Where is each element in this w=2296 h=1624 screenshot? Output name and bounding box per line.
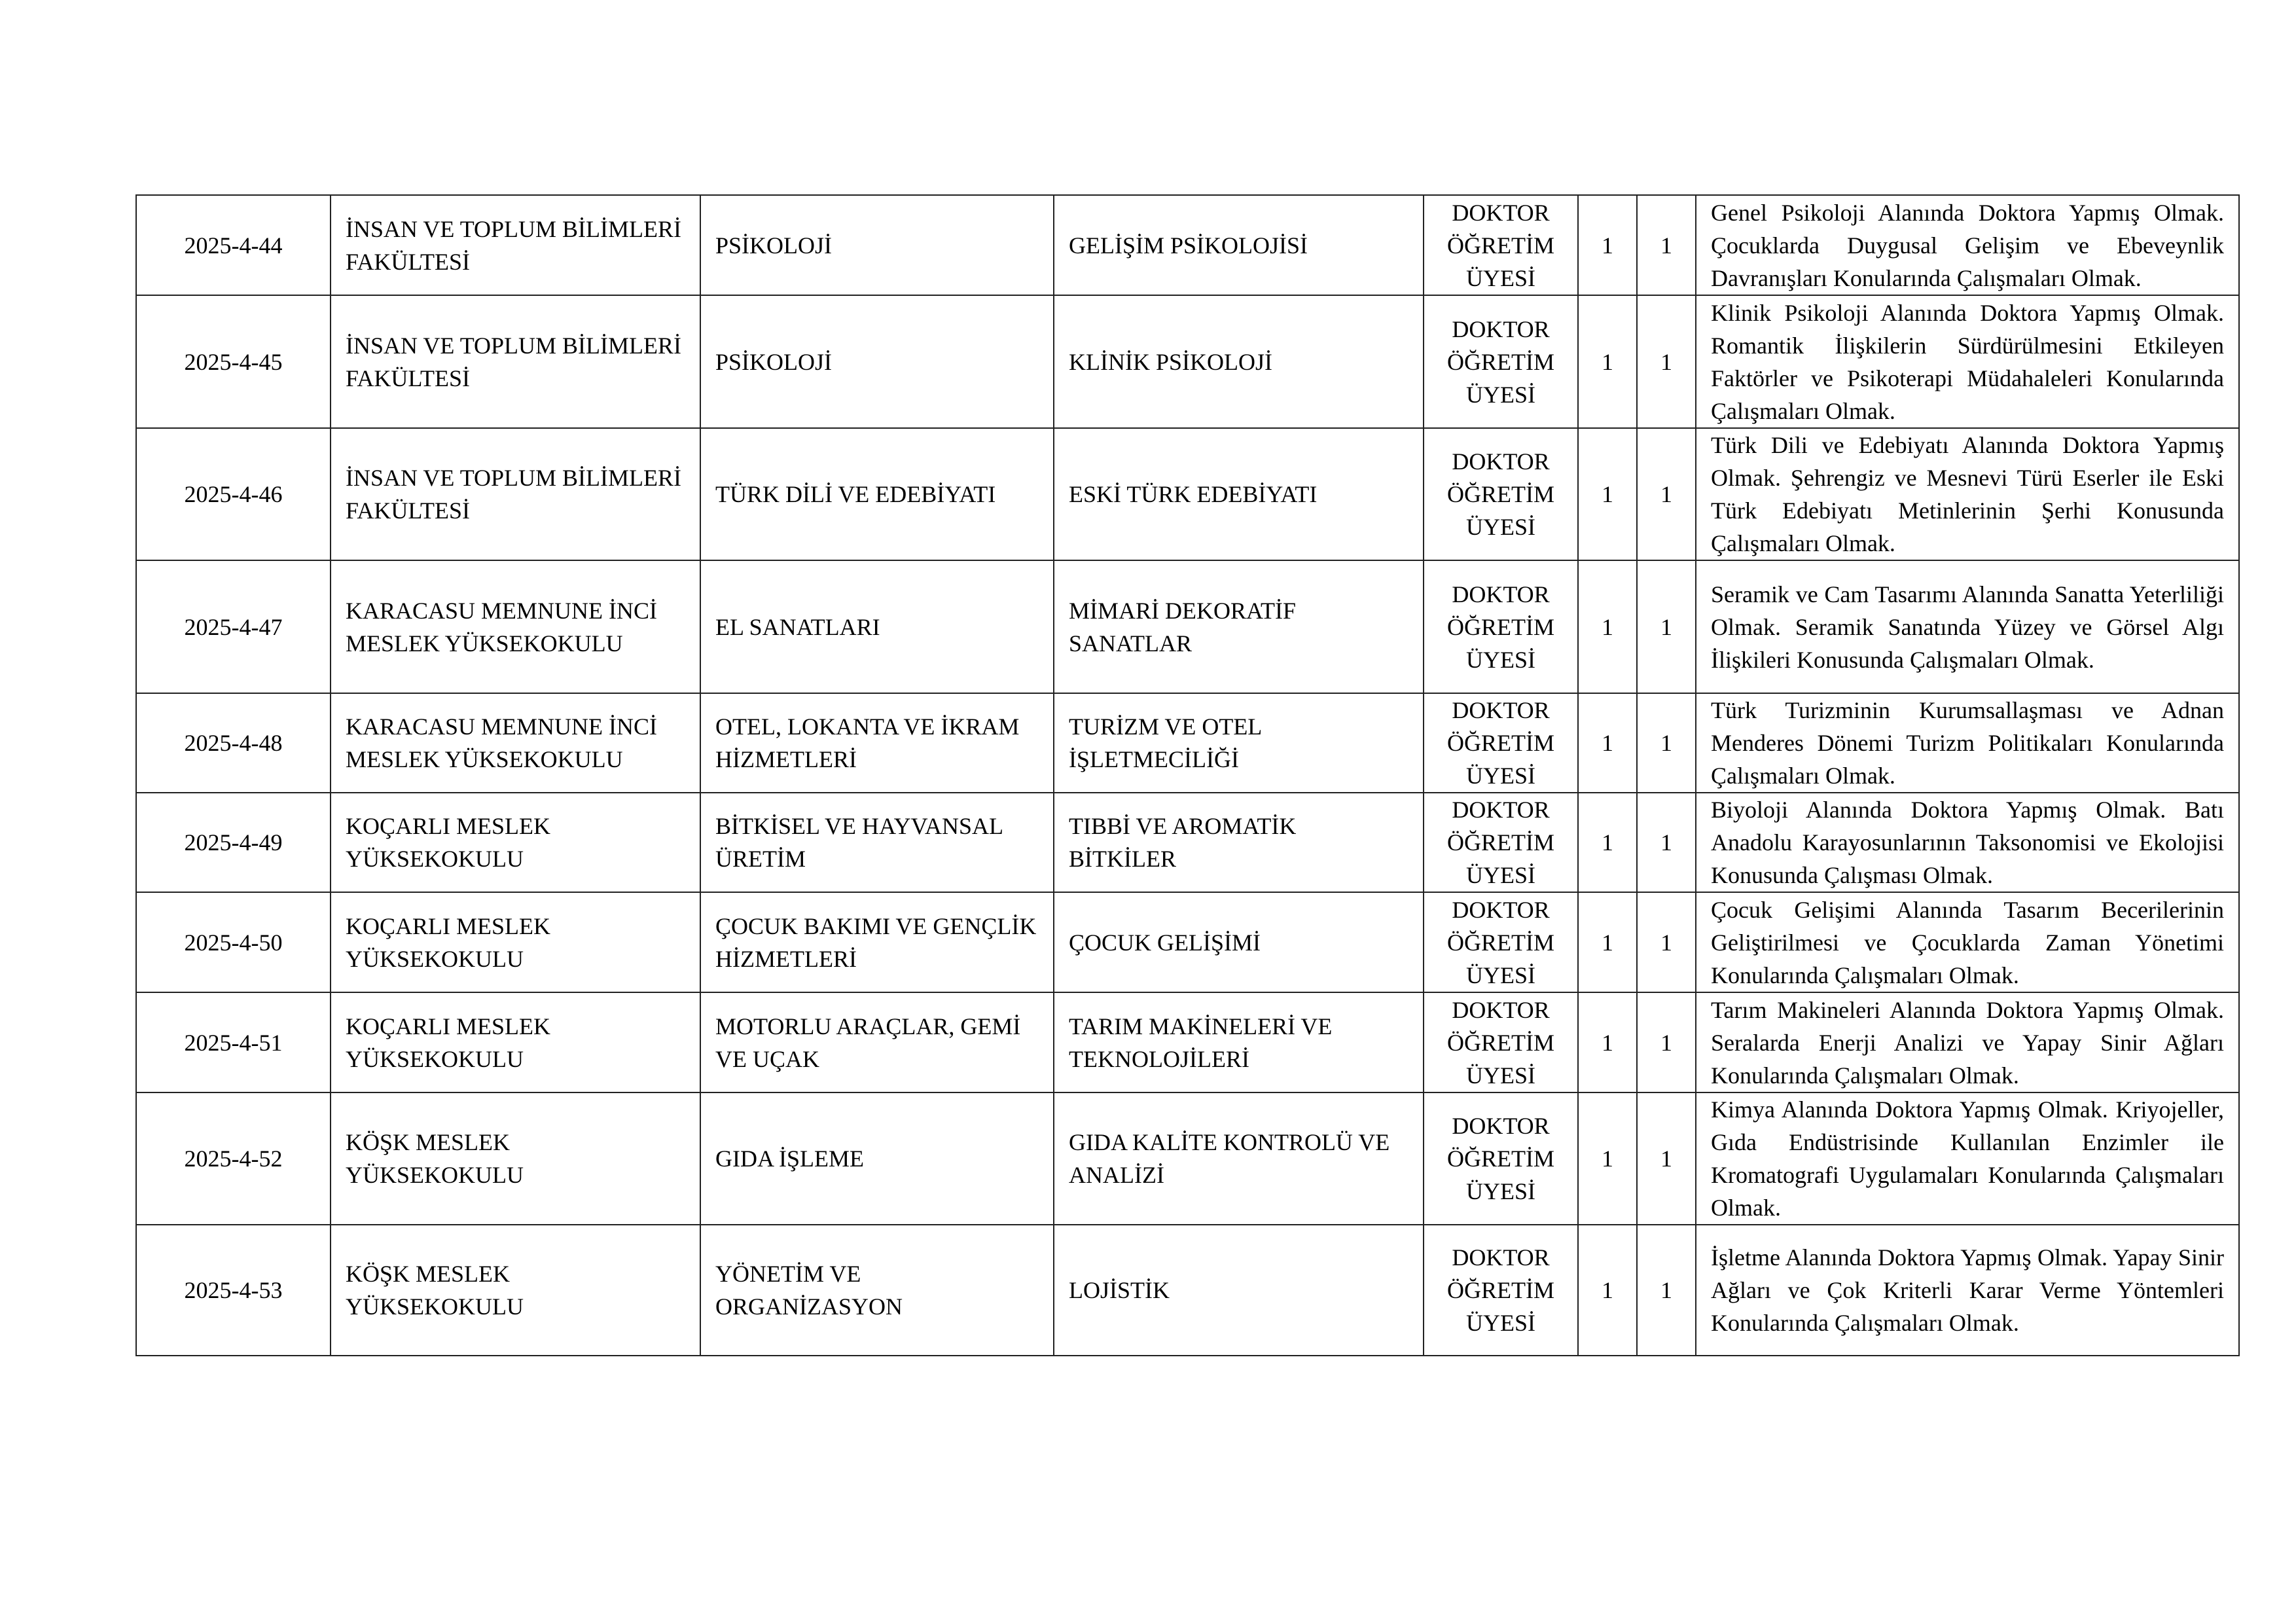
cell-department: BİTKİSEL VE HAYVANSAL ÜRETİM bbox=[700, 792, 1054, 893]
cell-unit: KÖŞK MESLEK YÜKSEKOKULU bbox=[330, 1224, 701, 1356]
cell-unit: İNSAN VE TOPLUM BİLİMLERİ FAKÜLTESİ bbox=[330, 427, 701, 561]
cell-count-a: 1 bbox=[1577, 693, 1638, 793]
cell-department: GIDA İŞLEME bbox=[700, 1092, 1054, 1225]
table-row: 2025-4-46 İNSAN VE TOPLUM BİLİMLERİ FAKÜL… bbox=[135, 427, 2240, 561]
cell-count-b: 1 bbox=[1636, 194, 1696, 296]
cell-unit: KOÇARLI MESLEK YÜKSEKOKULU bbox=[330, 892, 701, 993]
cell-code: 2025-4-52 bbox=[135, 1092, 331, 1225]
cell-title: DOKTOR ÖĞRETİM ÜYESİ bbox=[1423, 295, 1579, 429]
cell-title: DOKTOR ÖĞRETİM ÜYESİ bbox=[1423, 892, 1579, 993]
cell-count-a: 1 bbox=[1577, 992, 1638, 1093]
cell-count-a: 1 bbox=[1577, 194, 1638, 296]
table-row: 2025-4-47 KARACASU MEMNUNE İNCİ MESLEK YÜ… bbox=[135, 560, 2240, 694]
cell-field: ESKİ TÜRK EDEBİYATI bbox=[1053, 427, 1424, 561]
cell-title: DOKTOR ÖĞRETİM ÜYESİ bbox=[1423, 194, 1579, 296]
cell-count-a: 1 bbox=[1577, 1092, 1638, 1225]
cell-requirement: Seramik ve Cam Tasarımı Alanında Sanatta… bbox=[1695, 560, 2240, 694]
cell-department: PSİKOLOJİ bbox=[700, 194, 1054, 296]
cell-requirement: Tarım Makineleri Alanında Doktora Yapmış… bbox=[1695, 992, 2240, 1093]
cell-count-b: 1 bbox=[1636, 560, 1696, 694]
cell-field: KLİNİK PSİKOLOJİ bbox=[1053, 295, 1424, 429]
table-row: 2025-4-49 KOÇARLI MESLEK YÜKSEKOKULU BİTKİ… bbox=[135, 792, 2240, 893]
cell-count-b: 1 bbox=[1636, 427, 1696, 561]
cell-field: ÇOCUK GELİŞİMİ bbox=[1053, 892, 1424, 993]
table-row: 2025-4-53 KÖŞK MESLEK YÜKSEKOKULU YÖNETİM … bbox=[135, 1224, 2240, 1356]
cell-count-b: 1 bbox=[1636, 792, 1696, 893]
cell-requirement: Türk Dili ve Edebiyatı Alanında Doktora … bbox=[1695, 427, 2240, 561]
cell-count-a: 1 bbox=[1577, 560, 1638, 694]
cell-count-a: 1 bbox=[1577, 892, 1638, 993]
cell-field: MİMARİ DEKORATİF SANATLAR bbox=[1053, 560, 1424, 694]
cell-count-b: 1 bbox=[1636, 693, 1696, 793]
cell-count-a: 1 bbox=[1577, 1224, 1638, 1356]
cell-count-b: 1 bbox=[1636, 295, 1696, 429]
cell-requirement: Türk Turizminin Kurumsallaşması ve Adnan… bbox=[1695, 693, 2240, 793]
table-row: 2025-4-51 KOÇARLI MESLEK YÜKSEKOKULU MOTOR… bbox=[135, 992, 2240, 1093]
cell-department: TÜRK DİLİ VE EDEBİYATI bbox=[700, 427, 1054, 561]
cell-code: 2025-4-47 bbox=[135, 560, 331, 694]
cell-unit: İNSAN VE TOPLUM BİLİMLERİ FAKÜLTESİ bbox=[330, 194, 701, 296]
cell-field: GELİŞİM PSİKOLOJİSİ bbox=[1053, 194, 1424, 296]
cell-title: DOKTOR ÖĞRETİM ÜYESİ bbox=[1423, 1224, 1579, 1356]
table-row: 2025-4-52 KÖŞK MESLEK YÜKSEKOKULU GIDA İŞL… bbox=[135, 1092, 2240, 1225]
table-row: 2025-4-45 İNSAN VE TOPLUM BİLİMLERİ FAKÜL… bbox=[135, 295, 2240, 429]
cell-department: EL SANATLARI bbox=[700, 560, 1054, 694]
cell-department: PSİKOLOJİ bbox=[700, 295, 1054, 429]
cell-requirement: Biyoloji Alanında Doktora Yapmış Olmak. … bbox=[1695, 792, 2240, 893]
cell-code: 2025-4-51 bbox=[135, 992, 331, 1093]
cell-title: DOKTOR ÖĞRETİM ÜYESİ bbox=[1423, 427, 1579, 561]
cell-title: DOKTOR ÖĞRETİM ÜYESİ bbox=[1423, 792, 1579, 893]
cell-code: 2025-4-49 bbox=[135, 792, 331, 893]
positions-table: 2025-4-44 İNSAN VE TOPLUM BİLİMLERİ FAKÜL… bbox=[135, 194, 2240, 1356]
cell-code: 2025-4-45 bbox=[135, 295, 331, 429]
table-body: 2025-4-44 İNSAN VE TOPLUM BİLİMLERİ FAKÜL… bbox=[135, 194, 2240, 1356]
cell-code: 2025-4-46 bbox=[135, 427, 331, 561]
cell-field: LOJİSTİK bbox=[1053, 1224, 1424, 1356]
cell-unit: KÖŞK MESLEK YÜKSEKOKULU bbox=[330, 1092, 701, 1225]
cell-title: DOKTOR ÖĞRETİM ÜYESİ bbox=[1423, 560, 1579, 694]
cell-requirement: İşletme Alanında Doktora Yapmış Olmak. Y… bbox=[1695, 1224, 2240, 1356]
cell-count-a: 1 bbox=[1577, 295, 1638, 429]
cell-code: 2025-4-53 bbox=[135, 1224, 331, 1356]
cell-code: 2025-4-48 bbox=[135, 693, 331, 793]
cell-department: MOTORLU ARAÇLAR, GEMİ VE UÇAK bbox=[700, 992, 1054, 1093]
cell-title: DOKTOR ÖĞRETİM ÜYESİ bbox=[1423, 693, 1579, 793]
cell-count-a: 1 bbox=[1577, 427, 1638, 561]
cell-unit: KARACASU MEMNUNE İNCİ MESLEK YÜKSEKOKULU bbox=[330, 560, 701, 694]
cell-count-b: 1 bbox=[1636, 1224, 1696, 1356]
cell-title: DOKTOR ÖĞRETİM ÜYESİ bbox=[1423, 992, 1579, 1093]
cell-requirement: Klinik Psikoloji Alanında Doktora Yapmış… bbox=[1695, 295, 2240, 429]
cell-requirement: Kimya Alanında Doktora Yapmış Olmak. Kri… bbox=[1695, 1092, 2240, 1225]
cell-field: TURİZM VE OTEL İŞLETMECİLİĞİ bbox=[1053, 693, 1424, 793]
cell-requirement: Genel Psikoloji Alanında Doktora Yapmış … bbox=[1695, 194, 2240, 296]
cell-unit: KARACASU MEMNUNE İNCİ MESLEK YÜKSEKOKULU bbox=[330, 693, 701, 793]
cell-field: GIDA KALİTE KONTROLÜ VE ANALİZİ bbox=[1053, 1092, 1424, 1225]
table-row: 2025-4-50 KOÇARLI MESLEK YÜKSEKOKULU ÇOCUK… bbox=[135, 892, 2240, 993]
cell-department: ÇOCUK BAKIMI VE GENÇLİK HİZMETLERİ bbox=[700, 892, 1054, 993]
cell-field: TARIM MAKİNELERİ VE TEKNOLOJİLERİ bbox=[1053, 992, 1424, 1093]
cell-unit: KOÇARLI MESLEK YÜKSEKOKULU bbox=[330, 992, 701, 1093]
cell-field: TIBBİ VE AROMATİK BİTKİLER bbox=[1053, 792, 1424, 893]
cell-unit: İNSAN VE TOPLUM BİLİMLERİ FAKÜLTESİ bbox=[330, 295, 701, 429]
cell-department: YÖNETİM VE ORGANİZASYON bbox=[700, 1224, 1054, 1356]
cell-title: DOKTOR ÖĞRETİM ÜYESİ bbox=[1423, 1092, 1579, 1225]
cell-requirement: Çocuk Gelişimi Alanında Tasarım Becerile… bbox=[1695, 892, 2240, 993]
cell-count-a: 1 bbox=[1577, 792, 1638, 893]
cell-unit: KOÇARLI MESLEK YÜKSEKOKULU bbox=[330, 792, 701, 893]
cell-code: 2025-4-50 bbox=[135, 892, 331, 993]
cell-code: 2025-4-44 bbox=[135, 194, 331, 296]
table-row: 2025-4-44 İNSAN VE TOPLUM BİLİMLERİ FAKÜL… bbox=[135, 194, 2240, 296]
cell-count-b: 1 bbox=[1636, 992, 1696, 1093]
cell-count-b: 1 bbox=[1636, 892, 1696, 993]
cell-count-b: 1 bbox=[1636, 1092, 1696, 1225]
cell-department: OTEL, LOKANTA VE İKRAM HİZMETLERİ bbox=[700, 693, 1054, 793]
table-row: 2025-4-48 KARACASU MEMNUNE İNCİ MESLEK YÜ… bbox=[135, 693, 2240, 793]
